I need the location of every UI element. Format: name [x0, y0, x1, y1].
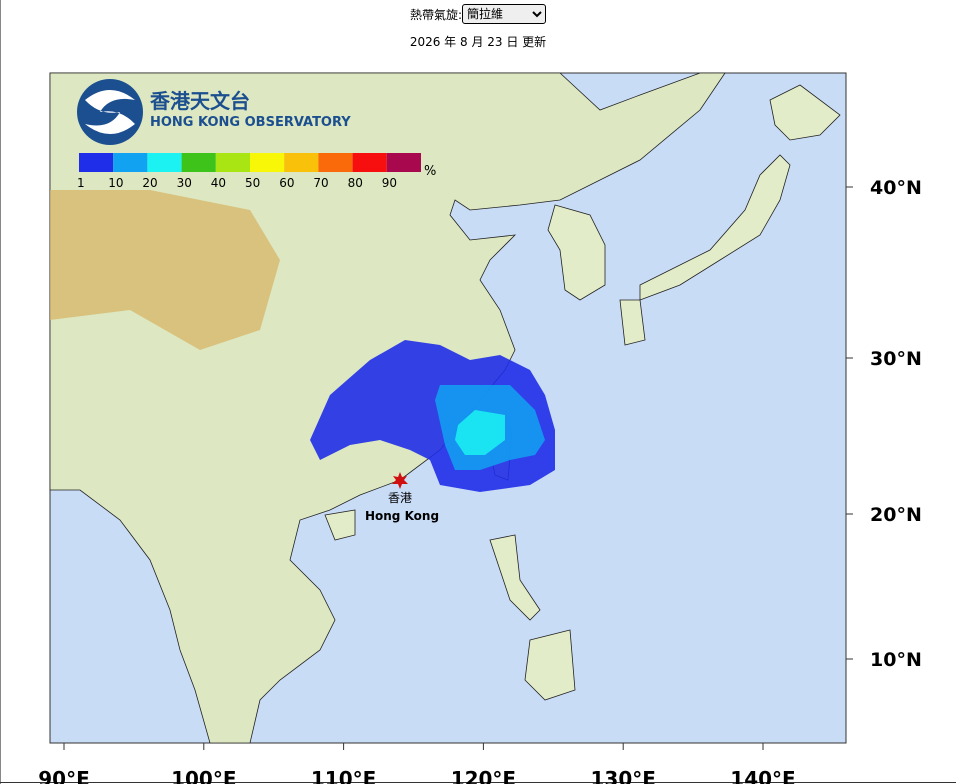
- legend-label: 40: [211, 176, 226, 190]
- logo-name-en: HONG KONG OBSERVATORY: [150, 115, 351, 130]
- longitude-label: 100°E: [171, 767, 236, 784]
- logo-swirl: [85, 90, 135, 134]
- legend-label: 60: [279, 176, 294, 190]
- legend-swatch: [113, 153, 148, 172]
- mindanao: [524, 629, 576, 701]
- selector-row: 熱帶氣旋: 簡拉維: [0, 3, 956, 25]
- longitude-label: 140°E: [730, 767, 795, 784]
- cyclone-select[interactable]: 簡拉維: [462, 4, 547, 24]
- legend-label: 90: [382, 176, 397, 190]
- legend-swatch: [318, 153, 353, 172]
- latitude-label: 30°N: [870, 348, 922, 370]
- latitude-label: 20°N: [870, 504, 922, 526]
- legend-label: 10: [108, 176, 123, 190]
- luzon: [489, 534, 541, 621]
- location-name-zh: 香港: [388, 491, 412, 505]
- kyushu: [619, 299, 646, 346]
- legend-swatch: [147, 153, 182, 172]
- legend-label: 80: [348, 176, 363, 190]
- legend-unit: %: [424, 164, 436, 179]
- legend: 1 10 20 30 40 50 60 70 80 90: [77, 153, 421, 190]
- legend-label: 30: [177, 176, 192, 190]
- legend-label: 1: [77, 176, 85, 190]
- legend-swatch: [284, 153, 319, 172]
- update-date: 2026 年 8 月 23 日 更新: [409, 35, 547, 49]
- legend-swatch: [352, 153, 387, 172]
- hainan: [324, 509, 356, 541]
- legend-label: 70: [313, 176, 328, 190]
- latitude-label: 10°N: [870, 649, 922, 671]
- longitude-labels: 90°E 100°E 110°E 120°E 130°E 140°E: [38, 743, 796, 784]
- logo-name-zh: 香港天文台: [150, 89, 250, 113]
- longitude-label: 110°E: [311, 767, 376, 784]
- header: 熱帶氣旋: 簡拉維 2026 年 8 月 23 日 更新: [0, 0, 956, 50]
- legend-label: 50: [245, 176, 260, 190]
- legend-swatch: [386, 153, 421, 172]
- probability-area: [310, 340, 555, 492]
- korea: [547, 204, 606, 301]
- legend-swatch: [181, 153, 216, 172]
- legend-swatch: [250, 153, 285, 172]
- legend-swatch: [79, 153, 114, 172]
- selector-label: 熱帶氣旋:: [409, 7, 463, 22]
- plateau: [50, 190, 280, 350]
- japan: [639, 154, 791, 301]
- logo: 香港天文台 HONG KONG OBSERVATORY: [77, 79, 351, 145]
- longitude-label: 120°E: [451, 767, 516, 784]
- longitude-label: 90°E: [38, 767, 90, 784]
- hong-kong-marker: [392, 472, 408, 489]
- location-name-en: Hong Kong: [365, 509, 439, 523]
- legend-swatch: [215, 153, 250, 172]
- longitude-label: 130°E: [590, 767, 655, 784]
- hokkaido: [769, 84, 841, 141]
- latitude-labels: 40°N 30°N 20°N 10°N: [846, 177, 922, 671]
- latitude-label: 40°N: [870, 177, 922, 199]
- legend-label: 20: [142, 176, 157, 190]
- probability-band: [455, 410, 505, 455]
